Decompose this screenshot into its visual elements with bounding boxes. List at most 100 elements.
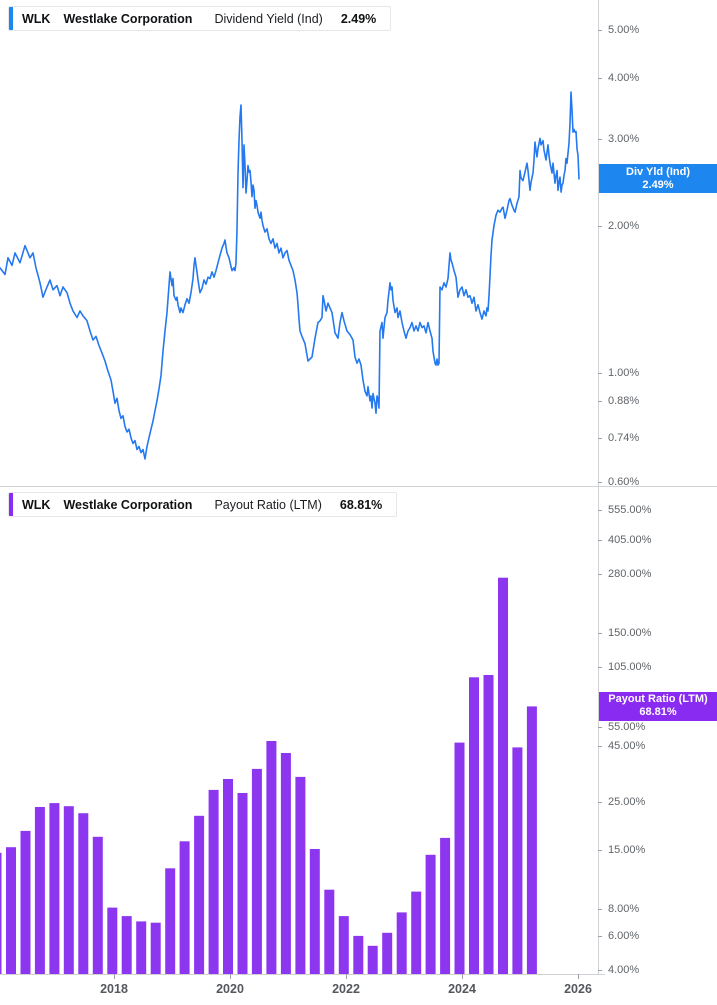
payout-ratio-bar[interactable] (309, 849, 320, 974)
dividend-yield-line (0, 91, 580, 460)
y-axis-tick-label: 55.00% (608, 721, 646, 733)
payout-ratio-bar[interactable] (526, 706, 537, 974)
payout-ratio-bar[interactable] (150, 922, 161, 974)
y-axis-tick (598, 633, 602, 634)
x-axis-year-label: 2024 (448, 982, 476, 996)
y-axis-tick-label: 105.00% (608, 661, 652, 673)
y-axis-tick (598, 850, 602, 851)
payout-ratio-bar[interactable] (512, 747, 523, 974)
metric-name: Payout Ratio (LTM) (214, 497, 322, 512)
ticker-symbol: WLK (22, 11, 51, 26)
y-axis-tick-label: 5.00% (608, 24, 640, 36)
payout-ratio-bar[interactable] (483, 675, 494, 974)
y-axis-tick (598, 438, 602, 439)
x-axis-tick (346, 974, 347, 979)
payout-ratio-bar[interactable] (382, 932, 393, 974)
y-axis-tick (598, 540, 602, 541)
payout-ratio-bar[interactable] (20, 830, 31, 974)
x-axis-year-label: 2018 (100, 982, 128, 996)
payout-ratio-bar[interactable] (396, 912, 407, 974)
payout-ratio-bar[interactable] (49, 803, 60, 974)
y-axis-tick (598, 373, 602, 374)
legend-accent-purple (9, 493, 13, 516)
payout-ratio-bar[interactable] (194, 815, 205, 974)
payout-ratio-bar[interactable] (454, 742, 465, 974)
payout-ratio-bar[interactable] (136, 921, 147, 974)
x-axis-year-label: 2020 (216, 982, 244, 996)
bottom-axis-line (0, 974, 605, 975)
y-axis-tick-label: 405.00% (608, 534, 652, 546)
y-axis-tick-label: 2.00% (608, 220, 640, 232)
right-axis-line (598, 0, 599, 974)
payout-ratio-bar[interactable] (237, 793, 248, 974)
y-axis-tick-label: 0.88% (608, 395, 640, 407)
badge-value: 2.49% (642, 178, 674, 191)
payout-ratio-bar[interactable] (63, 806, 74, 974)
y-axis-tick-label: 6.00% (608, 930, 640, 942)
y-axis-tick (598, 970, 602, 971)
y-axis-tick (598, 510, 602, 511)
payout-ratio-bar[interactable] (6, 847, 16, 974)
y-axis-tick-label: 0.74% (608, 432, 640, 444)
payout-ratio-legend[interactable]: WLK Westlake Corporation Payout Ratio (L… (8, 492, 398, 517)
payout-ratio-bar[interactable] (469, 677, 479, 974)
badge-label: Div Yld (Ind) (626, 165, 690, 178)
y-axis-tick (598, 482, 602, 483)
metric-name: Dividend Yield (Ind) (214, 11, 323, 26)
payout-ratio-bar[interactable] (107, 907, 118, 974)
payout-ratio-bar[interactable] (295, 776, 306, 974)
y-axis-tick (598, 78, 602, 79)
x-axis-year-label: 2026 (564, 982, 592, 996)
y-axis-tick-label: 150.00% (608, 627, 652, 639)
panel-divider (0, 486, 717, 487)
payout-ratio-bar[interactable] (425, 854, 436, 974)
payout-ratio-bar[interactable] (165, 868, 176, 974)
y-axis-tick-label: 45.00% (608, 740, 646, 752)
y-axis-tick (598, 746, 602, 747)
y-axis-tick-label: 8.00% (608, 903, 640, 915)
y-axis-tick (598, 30, 602, 31)
payout-ratio-bar[interactable] (92, 836, 103, 974)
payout-ratio-bar[interactable] (179, 841, 190, 974)
company-name: Westlake Corporation (63, 497, 193, 512)
payout-ratio-bar[interactable] (78, 813, 89, 974)
metric-value: 2.49% (340, 11, 377, 26)
dividend-yield-legend[interactable]: WLK Westlake Corporation Dividend Yield … (8, 6, 392, 31)
badge-label: Payout Ratio (LTM) (608, 693, 708, 706)
payout-ratio-bar[interactable] (34, 807, 45, 974)
payout-ratio-bar[interactable] (121, 916, 132, 974)
payout-ratio-badge: Payout Ratio (LTM) 68.81% (599, 691, 717, 721)
dividend-yield-plot[interactable] (0, 0, 598, 486)
ticker-symbol: WLK (22, 497, 51, 512)
payout-ratio-bar[interactable] (0, 852, 2, 974)
payout-ratio-bar[interactable] (266, 741, 277, 974)
x-axis-tick (114, 974, 115, 979)
y-axis-tick-label: 15.00% (608, 844, 646, 856)
x-axis-tick (230, 974, 231, 979)
y-axis-tick (598, 802, 602, 803)
payout-ratio-bar[interactable] (280, 753, 291, 974)
x-axis-year-label: 2022 (332, 982, 360, 996)
y-axis-tick (598, 139, 602, 140)
payout-ratio-bar[interactable] (324, 889, 335, 974)
payout-ratio-bar[interactable] (367, 945, 378, 974)
payout-ratio-bar[interactable] (498, 577, 508, 974)
y-axis-tick-label: 1.00% (608, 367, 640, 379)
y-axis-tick (598, 401, 602, 402)
payout-ratio-bar[interactable] (223, 779, 233, 974)
payout-ratio-bar[interactable] (208, 789, 219, 974)
y-axis-tick-label: 280.00% (608, 568, 652, 580)
payout-ratio-bar[interactable] (440, 837, 451, 974)
x-axis-tick (578, 974, 579, 979)
y-axis-tick-label: 0.60% (608, 476, 640, 488)
payout-ratio-plot[interactable] (0, 486, 598, 975)
payout-ratio-bar[interactable] (353, 935, 364, 974)
payout-ratio-bar[interactable] (251, 768, 262, 974)
legend-accent-blue (9, 7, 13, 30)
payout-ratio-bar[interactable] (338, 916, 349, 974)
dividend-yield-badge: Div Yld (Ind) 2.49% (599, 164, 717, 194)
payout-ratio-bar[interactable] (411, 891, 422, 974)
y-axis-tick (598, 909, 602, 910)
y-axis-tick-label: 555.00% (608, 504, 652, 516)
